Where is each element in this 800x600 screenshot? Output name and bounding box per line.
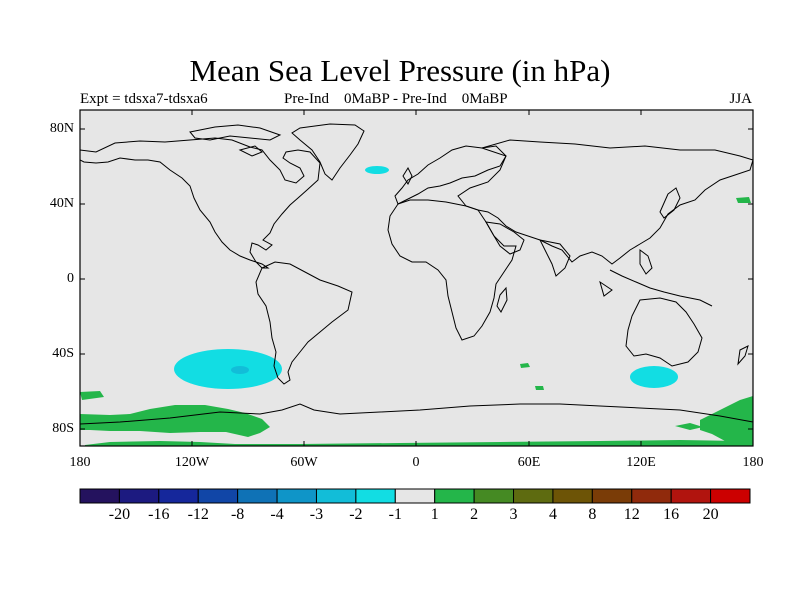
colorbar-swatch — [118, 488, 160, 504]
lat-label-80n: 80N — [49, 121, 74, 136]
colorbar-swatch — [394, 488, 436, 504]
colorbar-swatch — [670, 488, 712, 504]
lat-label-40n: 40N — [49, 196, 74, 211]
colorbar-label: -2 — [349, 506, 363, 523]
colorbar-swatch — [552, 488, 593, 504]
map-background — [80, 110, 753, 446]
colorbar-label: -3 — [309, 506, 324, 523]
colorbar-label: -4 — [270, 506, 284, 523]
lon-label-180w: 180 — [69, 455, 91, 470]
colorbar-swatch — [79, 488, 120, 504]
antarctic-positive-anomaly — [80, 197, 753, 446]
lon-label-120e: 120E — [626, 455, 656, 470]
coast-arctic-islands — [189, 124, 282, 157]
lon-label-120w: 120W — [174, 455, 210, 470]
colorbar-swatch — [237, 488, 278, 504]
colorbar-label: 12 — [623, 506, 640, 523]
coast-japan — [659, 187, 681, 219]
colorbar-swatch — [276, 488, 317, 504]
colorbar-label: 4 — [548, 506, 557, 523]
colorbar-label: -8 — [230, 506, 245, 523]
lon-label-60w: 60W — [290, 455, 318, 470]
colorbar-swatch — [197, 488, 239, 504]
colorbar-label: -20 — [108, 506, 131, 523]
colorbar-label: -16 — [148, 506, 170, 523]
lon-label-0: 0 — [412, 455, 420, 470]
south-pacific-anomaly-core — [231, 366, 249, 374]
colorbar-swatch — [513, 488, 554, 504]
comparison-label: Pre-Ind 0MaBP - Pre-Ind 0MaBP — [284, 91, 508, 107]
coast-new-zealand — [737, 345, 749, 366]
colorbar-swatch — [591, 488, 633, 504]
colorbar-label: 16 — [663, 506, 680, 523]
south-indian-anomaly — [630, 366, 678, 388]
colorbar — [79, 488, 751, 504]
colorbar-swatch — [710, 488, 751, 504]
coast-antarctica — [80, 403, 753, 425]
colorbar-label: -12 — [187, 506, 209, 523]
anomaly-shading — [80, 166, 753, 446]
colorbar-swatch — [315, 488, 357, 504]
lat-label-80s: 80S — [52, 421, 74, 436]
colorbar-label: -1 — [388, 506, 402, 523]
coast-greenland — [291, 123, 365, 181]
lat-label-40s: 40S — [52, 346, 74, 361]
colorbar-swatch — [355, 488, 396, 504]
colorbar-label: 3 — [509, 506, 518, 523]
colorbar-label: 20 — [702, 506, 719, 523]
colorbar-label: 8 — [588, 506, 597, 523]
coast-australia — [625, 297, 703, 367]
colorbar-label: 2 — [470, 506, 479, 523]
axis-ticks — [79, 110, 754, 446]
coast-north-america — [80, 137, 321, 269]
coast-asia — [457, 139, 753, 265]
season-label: JJA — [729, 91, 752, 107]
coast-madagascar — [496, 286, 508, 313]
coast-uk — [402, 166, 413, 186]
colorbar-swatch — [434, 488, 475, 504]
lat-label-0: 0 — [67, 271, 74, 286]
south-pacific-anomaly — [174, 349, 282, 389]
lon-label-60e: 60E — [517, 455, 541, 470]
coast-southeast-asia-islands — [599, 249, 713, 307]
north-atlantic-anomaly — [365, 166, 389, 174]
colorbar-swatch — [158, 488, 199, 504]
colorbar-swatch — [631, 488, 672, 504]
colorbar-swatch — [473, 488, 515, 504]
coast-arabia-india — [485, 221, 571, 277]
coast-europe — [394, 145, 507, 205]
plot-title: Mean Sea Level Pressure (in hPa) — [189, 53, 611, 88]
coast-south-america — [255, 261, 353, 385]
lon-label-180e: 180 — [742, 455, 764, 470]
experiment-label: Expt = tdsxa7-tdsxa6 — [80, 91, 208, 107]
colorbar-label: 1 — [430, 506, 439, 523]
coastlines — [80, 123, 753, 425]
